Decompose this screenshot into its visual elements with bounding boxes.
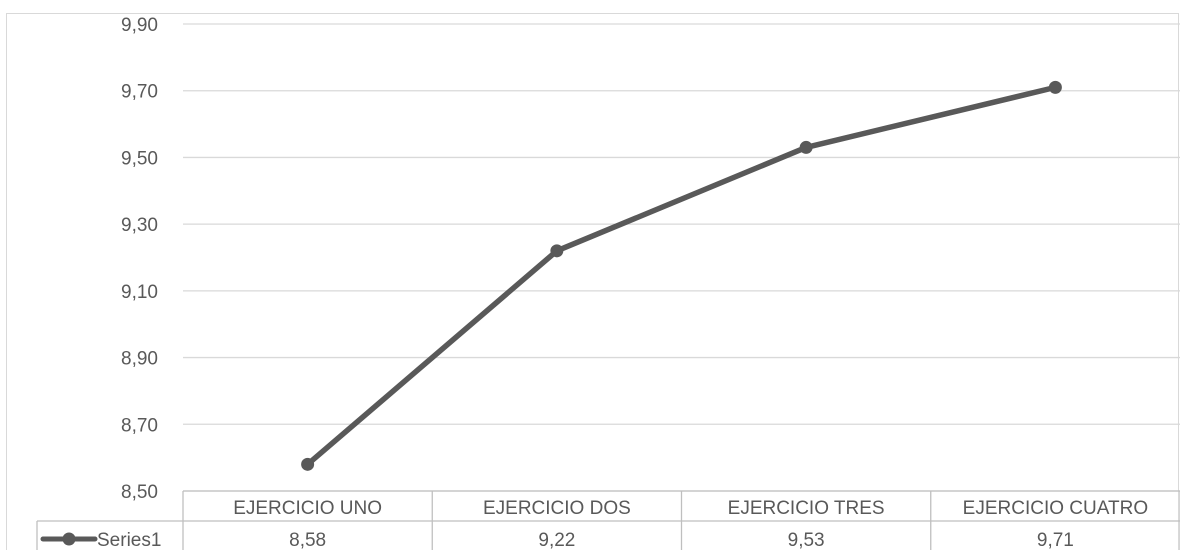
y-axis-tick-labels: 8,50 8,70 8,90 9,10 9,30 9,50 9,70 9,90 (121, 15, 158, 503)
y-tick-label: 8,70 (121, 415, 158, 436)
data-point (301, 457, 315, 471)
y-tick-label: 9,30 (121, 215, 158, 236)
gridlines (183, 23, 1180, 492)
category-label: EJERCICIO CUATRO (963, 498, 1148, 519)
data-point (1048, 80, 1062, 94)
y-tick-label: 8,90 (121, 349, 158, 370)
data-point (799, 140, 813, 154)
legend-series-name: Series1 (97, 530, 161, 550)
series-line-layer (304, 84, 1059, 468)
category-label: EJERCICIO UNO (233, 498, 382, 519)
category-label: EJERCICIO DOS (483, 498, 631, 519)
y-tick-label: 8,50 (121, 482, 158, 503)
data-point (550, 244, 564, 258)
y-tick-label: 9,70 (121, 82, 158, 103)
data-table-value: 8,58 (289, 530, 326, 550)
y-tick-label: 9,90 (121, 15, 158, 36)
data-table: EJERCICIO UNO EJERCICIO DOS EJERCICIO TRES… (36, 490, 1180, 550)
y-tick-label: 9,50 (121, 148, 158, 169)
series-line (304, 84, 1059, 468)
y-tick-label: 9,10 (121, 282, 158, 303)
legend-marker-icon (62, 532, 76, 546)
category-label: EJERCICIO TRES (728, 498, 885, 519)
data-table-value: 9,22 (538, 530, 575, 550)
data-table-value: 9,71 (1037, 530, 1074, 550)
data-table-value: 9,53 (788, 530, 825, 550)
series-marker-layer (301, 80, 1062, 471)
chart-frame (6, 13, 1179, 550)
